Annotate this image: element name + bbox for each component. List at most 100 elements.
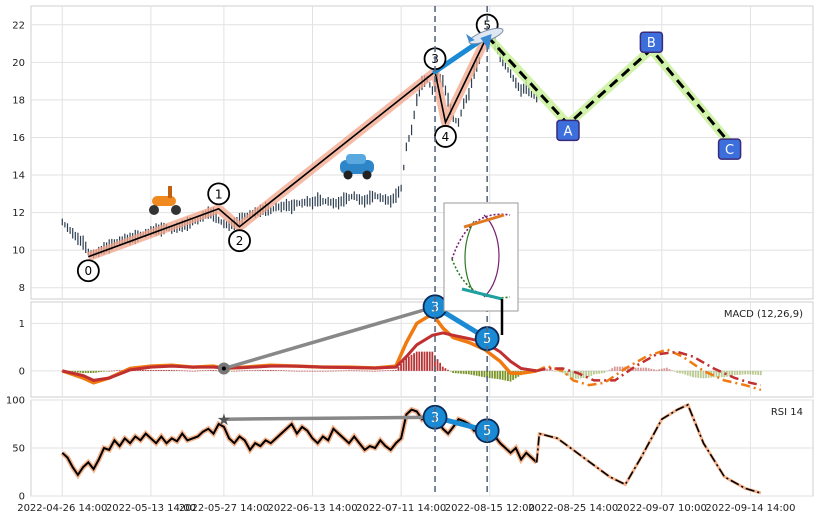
scooter-body [152, 196, 176, 206]
macd-hist-bar [491, 370, 494, 379]
macd-hist-bar [295, 370, 298, 372]
macd-hist-bar [275, 370, 277, 371]
macd-anchor-center [221, 366, 226, 371]
x-tick-1: 2022-05-13 14:00 [106, 503, 196, 514]
macd-hist-bar [400, 364, 402, 371]
macd-hist-bar [241, 370, 243, 372]
macd-hist-bar [361, 370, 363, 372]
macd-hist-bar [340, 370, 342, 372]
macd-hist-bar [439, 362, 442, 371]
correction-label-B-text: B [647, 36, 656, 51]
macd-hist-bar [504, 370, 507, 381]
wave-label-0 [76, 259, 100, 283]
macd-hist-bar [92, 370, 95, 374]
macd-hist-bar [342, 370, 345, 372]
macd-hist-bar [452, 370, 455, 374]
macd-hist-bar [405, 358, 408, 371]
macd-hist-bar [186, 370, 189, 372]
macd-hist-bar [76, 370, 79, 373]
macd-hist-bar [168, 370, 170, 371]
macd-hist-bar [319, 370, 322, 372]
macd-hist-bar [402, 361, 405, 371]
macd-hist-bar [426, 351, 429, 371]
macd-hist-bar [616, 366, 619, 371]
macd-hist-bar [238, 370, 241, 372]
x-tick-6: 2022-08-25 14:00 [528, 503, 618, 514]
macd-hist-bar [668, 369, 671, 371]
macd-hist-bar [480, 370, 483, 377]
macd-hist-bar [324, 370, 327, 372]
macd-hist-bar [572, 370, 574, 379]
price-ytick-4: 16 [12, 133, 25, 144]
macd-hist-bar [595, 370, 598, 375]
price-ytick-1: 10 [12, 246, 25, 257]
macd-hist-bar [207, 370, 210, 371]
macd-hist-bar [553, 370, 556, 372]
macd-hist-bar [759, 370, 762, 376]
decorations [149, 6, 519, 496]
macd-hist-bar [673, 370, 676, 372]
macd-hist-bar [147, 369, 150, 371]
macd-hist-bar [486, 370, 488, 378]
car-wheel-back [343, 170, 353, 180]
macd-hist-bar [577, 370, 580, 379]
macd-hist-bar [574, 370, 577, 379]
macd-hist-bar [376, 370, 379, 372]
macd-hist-bar [334, 370, 337, 372]
price-panel: 810121416182022012345ABC [12, 5, 814, 300]
macd-hist-bar [183, 370, 186, 372]
scooter-wheel-front [171, 205, 181, 215]
macd-hist-bar [209, 370, 212, 371]
macd-hist-bar [564, 370, 567, 375]
macd-panel: 0135 [19, 294, 814, 398]
macd-hist-bar [353, 370, 356, 372]
macd-hist-bar [97, 370, 100, 373]
macd-hist-bar [306, 370, 309, 372]
macd-hist-bar [725, 370, 728, 377]
macd-hist-bar [413, 353, 415, 371]
macd-hist-bar [261, 370, 264, 371]
macd-hist-bar [397, 367, 400, 371]
price-ytick-0: 8 [19, 283, 25, 294]
macd-hist-bar [619, 366, 621, 371]
elliott-inset-image [443, 202, 519, 335]
macd-hist-bar [478, 370, 481, 377]
macd-hist-bar [421, 351, 423, 371]
macd-hist-bar [215, 370, 217, 371]
price-frame [30, 5, 814, 300]
macd-hist-bar [87, 370, 90, 374]
macd-hist-bar [655, 369, 658, 371]
macd-hist-bar [243, 370, 246, 372]
macd-hist-bar [256, 370, 259, 371]
macd-hist-bar [113, 370, 116, 372]
macd-hist-bar [384, 370, 387, 372]
x-tick-3: 2022-06-13 14:00 [267, 503, 357, 514]
macd-hist-bar [84, 370, 87, 374]
macd-hist-bar [679, 370, 681, 374]
wave-label-1 [207, 182, 231, 206]
rsi-ytick-0: 0 [19, 492, 25, 503]
macd-hist-bar [637, 367, 640, 371]
x-tick-5: 2022-08-15 12:00 [445, 503, 535, 514]
macd-hist-bar [212, 370, 215, 371]
airplane-wing [480, 33, 492, 50]
macd-hist-bar [645, 367, 647, 371]
macd-hist-bar [162, 370, 165, 371]
macd-hist-bar [259, 370, 262, 371]
macd-hist-bar [548, 369, 551, 371]
macd-hist-bar [754, 370, 757, 375]
macd-hist-bar [587, 370, 590, 378]
macd-hist-bar [652, 369, 655, 371]
macd-hist-bar [418, 351, 421, 371]
macd-hist-bar [387, 370, 389, 371]
macd-hist-bar [71, 370, 74, 372]
macd-hist-bar [321, 370, 324, 372]
macd-hist-bar [337, 370, 340, 372]
macd-hist-bar [741, 370, 744, 375]
macd-hist-bar [280, 370, 283, 371]
macd-signal-forecast-line [536, 350, 762, 387]
macd-hist-bar [175, 370, 178, 371]
macd-hist-bar [496, 370, 499, 380]
